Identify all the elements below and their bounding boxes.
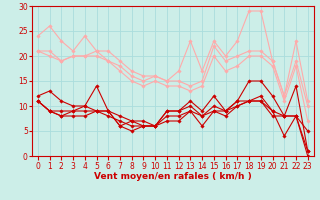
X-axis label: Vent moyen/en rafales ( km/h ): Vent moyen/en rafales ( km/h ) — [94, 172, 252, 181]
